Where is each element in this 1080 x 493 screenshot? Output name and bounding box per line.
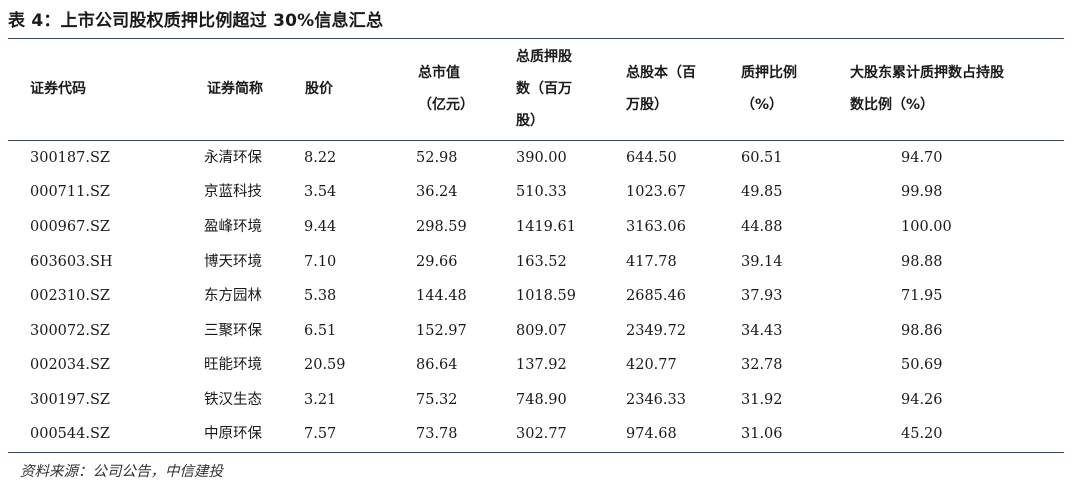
source-note: 资料来源：公司公告，中信建投 bbox=[20, 464, 223, 480]
cell-price: 7.57 bbox=[304, 426, 337, 442]
cell-code: 300072.SZ bbox=[30, 323, 110, 339]
cell-name: 博天环境 bbox=[204, 254, 262, 270]
cell-pledge-ratio: 37.93 bbox=[741, 288, 783, 304]
cell-pledge-ratio: 34.43 bbox=[741, 323, 783, 339]
cell-pledged: 748.90 bbox=[516, 392, 567, 408]
cell-mktcap: 36.24 bbox=[416, 184, 458, 200]
cell-pledge-ratio: 31.92 bbox=[741, 392, 783, 408]
cell-pledged: 1419.61 bbox=[516, 219, 576, 235]
cell-code: 000711.SZ bbox=[30, 184, 110, 200]
header-price: 股价 bbox=[305, 81, 333, 97]
cell-total-shares: 2346.33 bbox=[626, 392, 686, 408]
cell-total-shares: 420.77 bbox=[626, 357, 677, 373]
cell-total-shares: 2349.72 bbox=[626, 323, 686, 339]
cell-mktcap: 29.66 bbox=[416, 254, 458, 270]
cell-pledged: 137.92 bbox=[516, 357, 567, 373]
cell-code: 000967.SZ bbox=[30, 219, 110, 235]
cell-pledge-ratio: 49.85 bbox=[741, 184, 783, 200]
cell-total-shares: 644.50 bbox=[626, 150, 677, 166]
cell-name: 东方园林 bbox=[204, 288, 262, 304]
cell-price: 7.10 bbox=[304, 254, 337, 270]
header-pledged-line1: 总质押股 bbox=[516, 49, 572, 65]
cell-price: 5.38 bbox=[304, 288, 337, 304]
table-bottom-rule bbox=[8, 452, 1064, 453]
cell-code: 002310.SZ bbox=[30, 288, 110, 304]
header-pledged-line3: 股） bbox=[516, 113, 544, 129]
cell-mktcap: 152.97 bbox=[416, 323, 467, 339]
cell-pledged: 1018.59 bbox=[516, 288, 576, 304]
cell-holder-ratio: 50.69 bbox=[901, 357, 943, 373]
cell-total-shares: 974.68 bbox=[626, 426, 677, 442]
cell-code: 300197.SZ bbox=[30, 392, 110, 408]
cell-holder-ratio: 99.98 bbox=[901, 184, 943, 200]
cell-price: 3.21 bbox=[304, 392, 337, 408]
cell-name: 永清环保 bbox=[204, 150, 262, 166]
header-holder-ratio-line1: 大股东累计质押数占持股 bbox=[850, 65, 1004, 81]
cell-name: 中原环保 bbox=[204, 426, 262, 442]
cell-name: 盈峰环境 bbox=[204, 219, 262, 235]
cell-holder-ratio: 94.26 bbox=[901, 392, 943, 408]
cell-pledge-ratio: 31.06 bbox=[741, 426, 783, 442]
header-pledge-ratio-line2: （%） bbox=[741, 97, 784, 113]
cell-pledge-ratio: 44.88 bbox=[741, 219, 783, 235]
cell-pledged: 510.33 bbox=[516, 184, 567, 200]
cell-holder-ratio: 100.00 bbox=[901, 219, 952, 235]
cell-holder-ratio: 98.88 bbox=[901, 254, 943, 270]
cell-holder-ratio: 94.70 bbox=[901, 150, 943, 166]
cell-mktcap: 144.48 bbox=[416, 288, 467, 304]
cell-name: 三聚环保 bbox=[204, 323, 262, 339]
cell-pledged: 302.77 bbox=[516, 426, 567, 442]
cell-holder-ratio: 98.86 bbox=[901, 323, 943, 339]
cell-mktcap: 75.32 bbox=[416, 392, 458, 408]
cell-mktcap: 86.64 bbox=[416, 357, 458, 373]
cell-code: 002034.SZ bbox=[30, 357, 110, 373]
cell-code: 300187.SZ bbox=[30, 150, 110, 166]
header-separator-rule bbox=[8, 140, 1064, 141]
header-mktcap-line1: 总市值 bbox=[418, 65, 460, 81]
header-holder-ratio-line2: 数比例（%） bbox=[850, 97, 935, 113]
cell-pledged: 163.52 bbox=[516, 254, 567, 270]
cell-pledge-ratio: 39.14 bbox=[741, 254, 783, 270]
header-total-shares-line2: 万股） bbox=[626, 97, 668, 113]
cell-holder-ratio: 71.95 bbox=[901, 288, 943, 304]
cell-pledged: 809.07 bbox=[516, 323, 567, 339]
cell-mktcap: 73.78 bbox=[416, 426, 458, 442]
cell-mktcap: 298.59 bbox=[416, 219, 467, 235]
cell-price: 6.51 bbox=[304, 323, 337, 339]
cell-price: 9.44 bbox=[304, 219, 337, 235]
cell-price: 20.59 bbox=[304, 357, 346, 373]
header-name: 证券简称 bbox=[207, 81, 263, 97]
cell-pledged: 390.00 bbox=[516, 150, 567, 166]
cell-mktcap: 52.98 bbox=[416, 150, 458, 166]
cell-pledge-ratio: 60.51 bbox=[741, 150, 783, 166]
cell-code: 603603.SH bbox=[30, 254, 113, 270]
cell-total-shares: 417.78 bbox=[626, 254, 677, 270]
cell-name: 旺能环境 bbox=[204, 357, 262, 373]
header-pledged-line2: 数（百万 bbox=[516, 81, 572, 97]
cell-name: 京蓝科技 bbox=[204, 184, 262, 200]
cell-holder-ratio: 45.20 bbox=[901, 426, 943, 442]
header-code: 证券代码 bbox=[30, 81, 86, 97]
cell-code: 000544.SZ bbox=[30, 426, 110, 442]
cell-name: 铁汉生态 bbox=[204, 392, 262, 408]
header-pledge-ratio-line1: 质押比例 bbox=[741, 65, 797, 81]
header-mktcap-line2: （亿元） bbox=[418, 97, 474, 113]
cell-total-shares: 2685.46 bbox=[626, 288, 686, 304]
table-top-rule bbox=[8, 38, 1064, 39]
table-title: 表 4：上市公司股权质押比例超过 30%信息汇总 bbox=[8, 11, 384, 31]
cell-total-shares: 1023.67 bbox=[626, 184, 686, 200]
header-total-shares-line1: 总股本（百 bbox=[626, 65, 696, 81]
cell-pledge-ratio: 32.78 bbox=[741, 357, 783, 373]
cell-total-shares: 3163.06 bbox=[626, 219, 686, 235]
cell-price: 3.54 bbox=[304, 184, 337, 200]
cell-price: 8.22 bbox=[304, 150, 337, 166]
